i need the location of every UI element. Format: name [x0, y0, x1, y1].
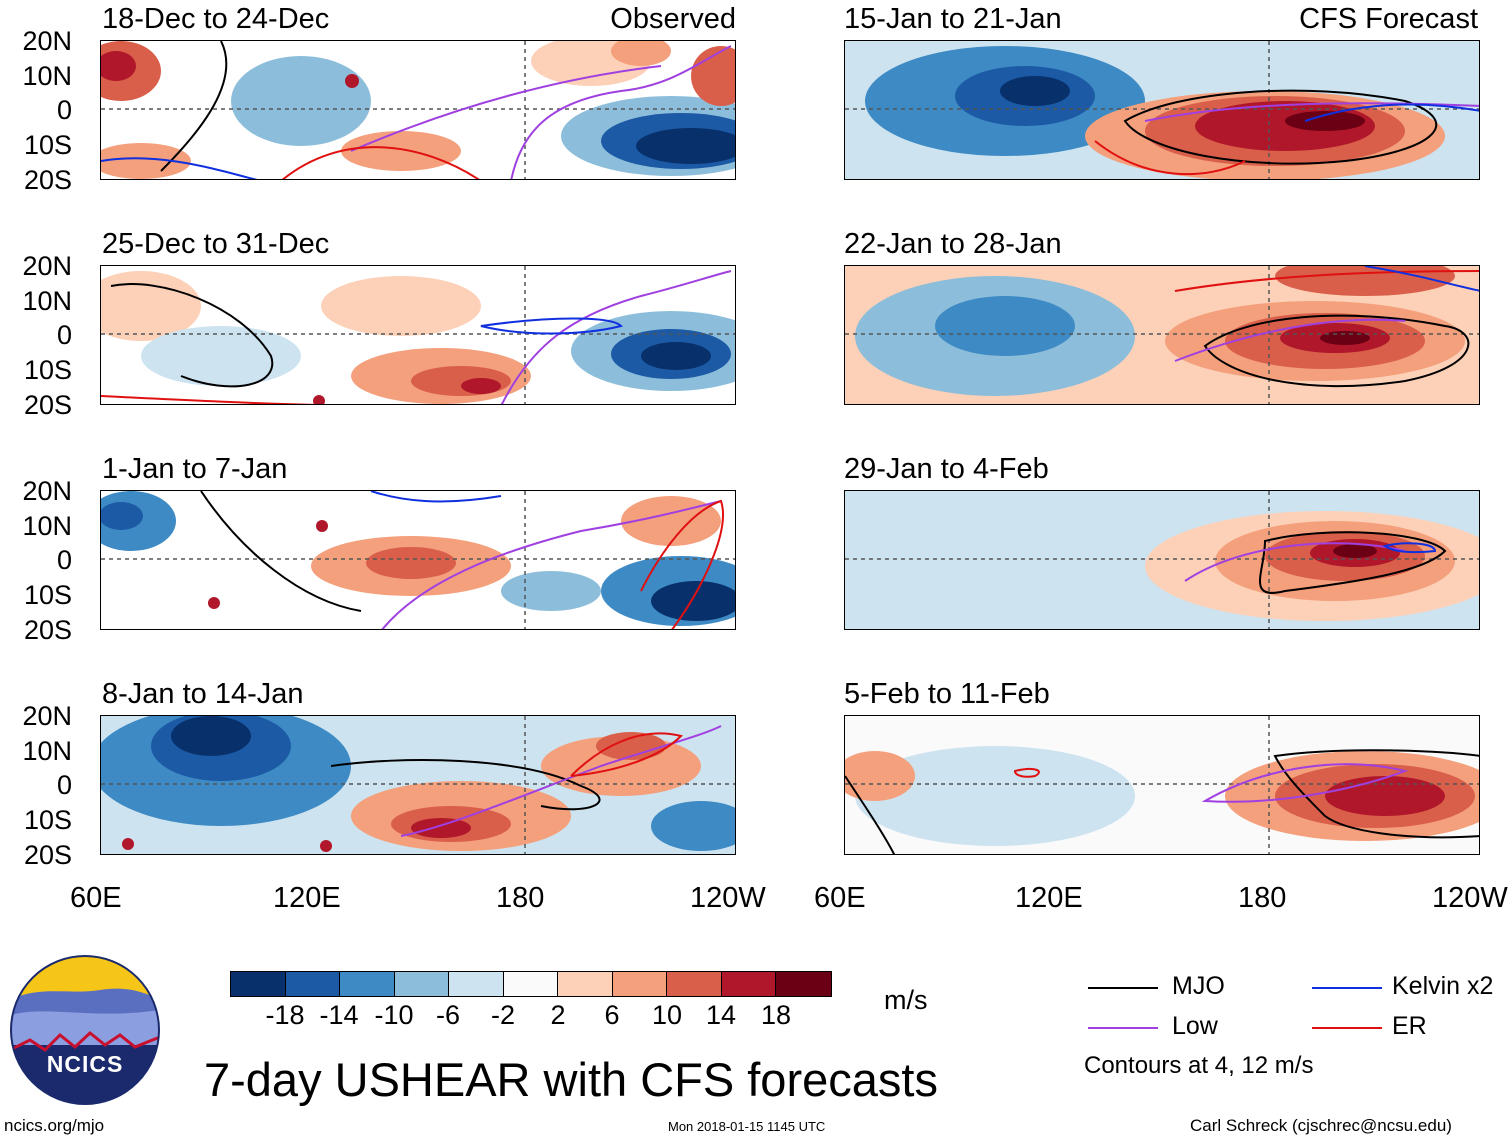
map-field	[101, 716, 735, 854]
lon-label: 120W	[1432, 882, 1508, 914]
panel-title: 22-Jan to 28-Jan	[844, 228, 1062, 260]
colorbar-swatch	[721, 972, 776, 996]
colorbar-swatch	[394, 972, 449, 996]
anomaly-map	[844, 490, 1480, 630]
legend-mjo: MJO	[1172, 972, 1225, 1000]
colorbar-tick: -18	[265, 1000, 305, 1030]
lat-label: 20N	[22, 701, 72, 731]
legend-line-mjo	[1088, 987, 1158, 989]
colorbar-tick: 2	[550, 1000, 566, 1030]
footer-url: ncics.org/mjo	[4, 1116, 105, 1135]
colorbar-units: m/s	[884, 985, 928, 1015]
lon-label: 60E	[70, 882, 122, 914]
lat-label: 20S	[23, 390, 72, 420]
colorbar-tick: 6	[604, 1000, 620, 1030]
lat-label: 20S	[23, 840, 72, 870]
lon-label: 180	[1238, 882, 1287, 914]
colorbar-swatch	[776, 972, 831, 996]
map-field	[845, 41, 1479, 179]
lat-label: 0	[56, 545, 72, 575]
colorbar-tick: 10	[651, 1000, 683, 1030]
colorbar-tick: -14	[319, 1000, 359, 1030]
lat-label: 10S	[23, 130, 72, 160]
colorbar-tick: 14	[705, 1000, 737, 1030]
lat-label: 20N	[22, 476, 72, 506]
lon-label: 60E	[814, 882, 866, 914]
panel-title: 8-Jan to 14-Jan	[102, 678, 304, 710]
panel-title: 18-Dec to 24-Dec	[102, 3, 330, 35]
map-field	[101, 491, 735, 629]
colorbar-tick: -6	[435, 1000, 461, 1030]
anomaly-map	[100, 490, 736, 630]
lat-label: 10S	[23, 355, 72, 385]
lat-label: 10N	[22, 286, 72, 316]
lon-label: 120E	[1015, 882, 1083, 914]
colorbar-tick: -10	[374, 1000, 414, 1030]
lat-label: 10N	[22, 61, 72, 91]
panel-title: 1-Jan to 7-Jan	[102, 453, 288, 485]
panel-title: 29-Jan to 4-Feb	[844, 453, 1049, 485]
colorbar-tick: 18	[760, 1000, 792, 1030]
lon-label: 180	[496, 882, 545, 914]
forecast-label: CFS Forecast	[1299, 3, 1478, 35]
legend-er: ER	[1392, 1012, 1427, 1040]
contours-note: Contours at 4, 12 m/s	[1084, 1052, 1314, 1079]
logo-text: NCICS	[46, 1051, 124, 1077]
lat-label: 10N	[22, 511, 72, 541]
legend-line-low	[1088, 1027, 1158, 1029]
colorbar-swatch	[612, 972, 667, 996]
lon-label: 120E	[273, 882, 341, 914]
footer-credit: Carl Schreck (cjschrec@ncsu.edu)	[1190, 1116, 1452, 1135]
map-field	[101, 41, 735, 179]
anomaly-map	[100, 265, 736, 405]
anomaly-map	[100, 40, 736, 180]
colorbar-swatch	[285, 972, 340, 996]
footer-timestamp: Mon 2018-01-15 1145 UTC	[668, 1119, 826, 1134]
colorbar-tick: -2	[490, 1000, 516, 1030]
lat-label: 10N	[22, 736, 72, 766]
lat-label: 20N	[22, 251, 72, 281]
lat-label: 10S	[23, 580, 72, 610]
lat-label: 20S	[23, 165, 72, 195]
lat-label: 20N	[22, 26, 72, 56]
panel-title: 15-Jan to 21-Jan	[844, 3, 1062, 35]
map-field	[845, 716, 1479, 854]
map-field	[845, 491, 1479, 629]
colorbar	[230, 971, 832, 997]
legend-line-er	[1312, 1027, 1382, 1029]
colorbar-swatch	[558, 972, 613, 996]
colorbar-swatch	[340, 972, 395, 996]
lat-label: 0	[56, 770, 72, 800]
lat-label: 0	[56, 320, 72, 350]
lat-label: 0	[56, 95, 72, 125]
lon-label: 120W	[690, 882, 766, 914]
legend-line-kelvin	[1312, 987, 1382, 989]
colorbar-swatch	[449, 972, 504, 996]
anomaly-map	[844, 715, 1480, 855]
colorbar-swatch	[503, 972, 558, 996]
panel-title: 25-Dec to 31-Dec	[102, 228, 330, 260]
colorbar-swatch	[667, 972, 722, 996]
legend-kelvin: Kelvin x2	[1392, 972, 1494, 1000]
main-title: 7-day USHEAR with CFS forecasts	[204, 1053, 938, 1106]
anomaly-map	[844, 265, 1480, 405]
map-field	[845, 266, 1479, 404]
anomaly-map	[100, 715, 736, 855]
observed-label: Observed	[610, 3, 736, 35]
map-field	[101, 266, 735, 404]
colorbar-swatch	[231, 972, 286, 996]
lat-label: 20S	[23, 615, 72, 645]
legend-low: Low	[1172, 1012, 1218, 1040]
anomaly-map	[844, 40, 1480, 180]
panel-title: 5-Feb to 11-Feb	[844, 678, 1050, 710]
lat-label: 10S	[23, 805, 72, 835]
ncics-logo: NCICS	[10, 955, 160, 1105]
